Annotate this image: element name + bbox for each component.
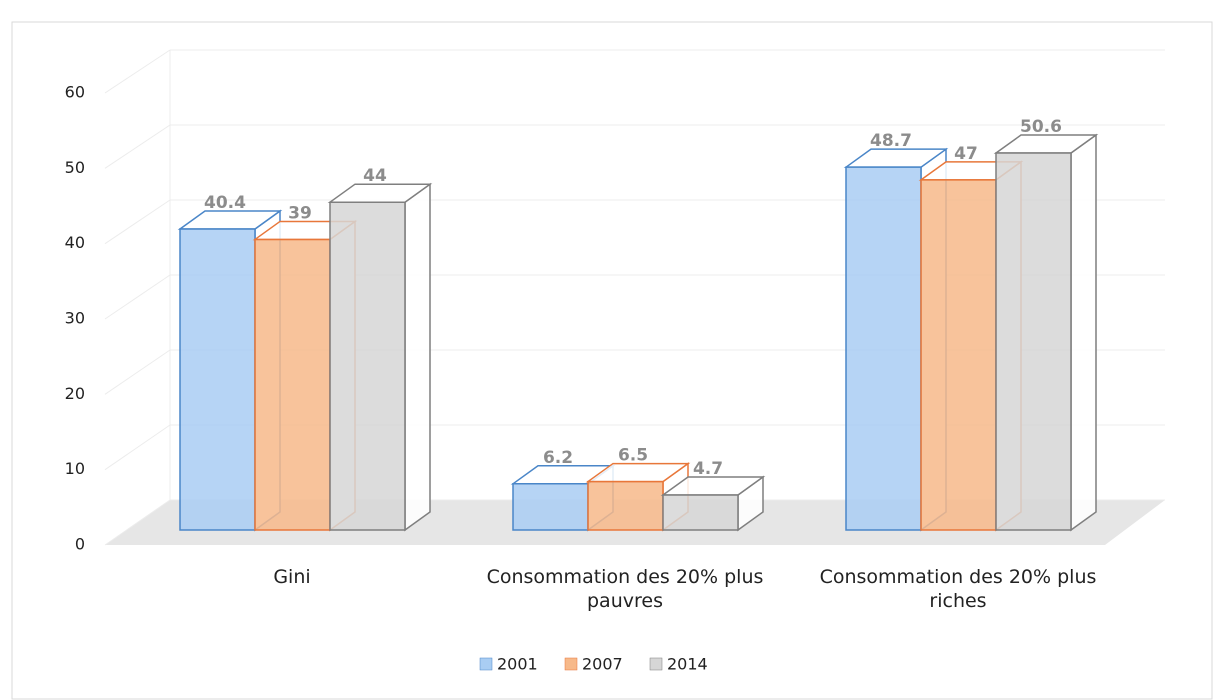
y-tick-label: 0 (75, 535, 85, 554)
value-label: 40.4 (204, 193, 246, 213)
legend-swatch (564, 657, 578, 671)
y-tick-label: 30 (65, 309, 85, 328)
legend-swatch (649, 657, 663, 671)
y-tick-label: 40 (65, 233, 85, 252)
grid-line (104, 199, 171, 245)
y-tick-label: 20 (65, 384, 85, 403)
bar-face (995, 152, 1072, 531)
value-label: 44 (363, 166, 387, 186)
bar-face (920, 179, 997, 531)
bar-face (1070, 133, 1097, 532)
bar-face (512, 483, 589, 531)
legend-label: 2007 (582, 655, 623, 674)
y-tick-label: 10 (65, 459, 85, 478)
value-label: 4.7 (693, 459, 723, 479)
bar-face (329, 201, 406, 531)
bar-face (254, 238, 331, 531)
grid-line (104, 349, 171, 395)
bar (993, 133, 1099, 532)
y-tick-label: 60 (65, 83, 85, 102)
value-label: 6.2 (543, 448, 573, 468)
bar-face (587, 480, 664, 531)
grid-line (104, 49, 171, 94)
bar-face (662, 494, 739, 531)
bar-face (845, 166, 922, 531)
x-tick-label: Consommation des 20% plus pauvres (486, 566, 764, 612)
value-label: 47 (954, 144, 978, 164)
value-label: 6.5 (618, 446, 648, 466)
chart-frame (11, 21, 1213, 700)
x-tick-label: Consommation des 20% plus riches (819, 566, 1097, 612)
x-tick-label: Gini (273, 566, 311, 588)
legend-label: 2014 (667, 655, 708, 674)
value-label: 48.7 (870, 131, 912, 151)
grid-line (104, 499, 171, 546)
grid-line (104, 424, 171, 471)
legend-label: 2001 (497, 655, 538, 674)
y-tick-label: 50 (65, 158, 85, 177)
grid-line (104, 124, 171, 169)
bar (327, 182, 433, 532)
bar-face (404, 182, 431, 532)
value-label: 50.6 (1020, 117, 1062, 137)
legend-swatch (479, 657, 493, 671)
grid-line (104, 274, 171, 320)
bar-face (179, 228, 256, 531)
value-label: 39 (288, 203, 312, 223)
bar (660, 475, 766, 532)
